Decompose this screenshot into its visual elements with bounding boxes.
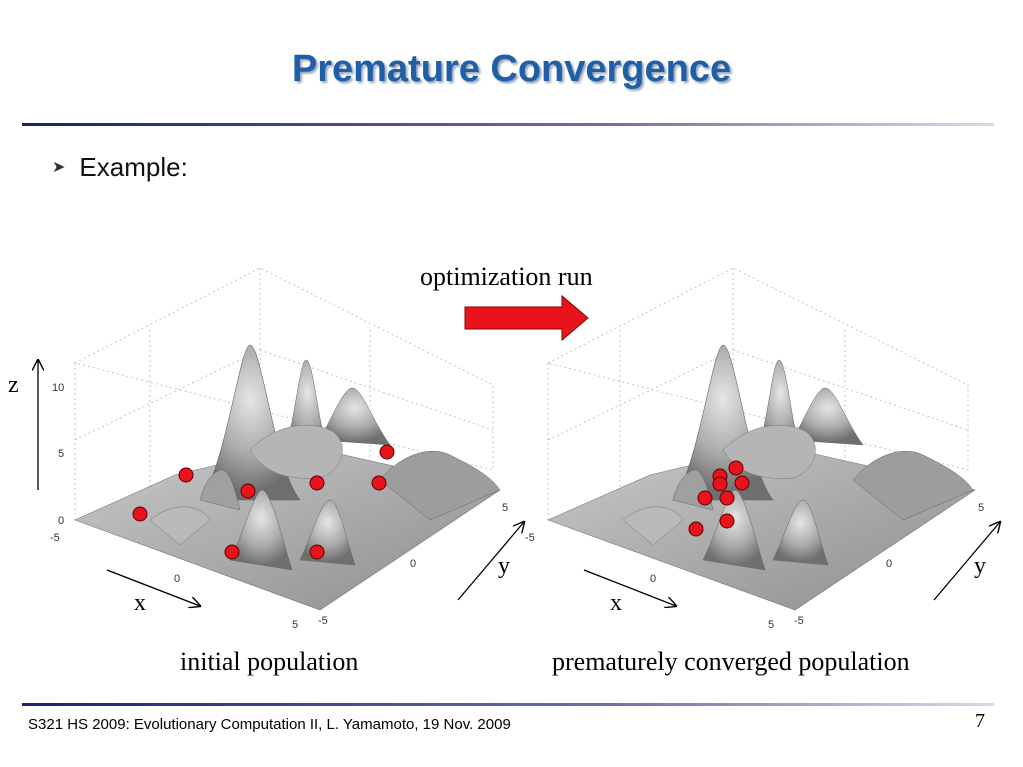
x-tick-label: 5 <box>768 619 774 631</box>
caption-converged-population: prematurely converged population <box>552 647 910 676</box>
bullet-item: ➤ Example: <box>52 152 188 183</box>
x-tick-label: -5 <box>50 532 60 544</box>
population-point <box>240 483 256 499</box>
converged-population-markers <box>688 460 750 537</box>
bullet-arrow-icon: ➤ <box>52 159 66 176</box>
y-tick-label: 5 <box>978 502 984 514</box>
title-divider <box>22 123 994 126</box>
population-point <box>712 476 728 492</box>
initial-population-markers <box>132 444 395 560</box>
caption-initial-population: initial population <box>180 647 359 676</box>
y-axis-arrow-right <box>933 522 1000 601</box>
population-point <box>379 444 395 460</box>
population-point <box>224 544 240 560</box>
surface-plot-left: 10 5 0 -5 0 5 -5 0 5 <box>50 267 508 631</box>
z-axis-label: z <box>8 372 19 398</box>
page-number: 7 <box>975 710 985 732</box>
x-tick-label: 0 <box>174 573 180 585</box>
y-axis-label-right: y <box>974 553 986 579</box>
population-point <box>719 490 735 506</box>
x-tick-label: 0 <box>650 573 656 585</box>
x-axis-label-left: x <box>134 590 146 616</box>
population-point <box>178 467 194 483</box>
arrow-label: optimization run <box>420 262 593 291</box>
surface-plot-right: -5 0 5 -5 0 5 <box>525 267 984 631</box>
z-tick-label: 0 <box>58 515 64 527</box>
z-tick-label: 5 <box>58 448 64 460</box>
x-axis-arrow-left <box>106 569 200 606</box>
population-point <box>371 475 387 491</box>
x-axis-label-right: x <box>610 590 622 616</box>
y-tick-label: 5 <box>502 502 508 514</box>
x-tick-label: 5 <box>292 619 298 631</box>
z-tick-label: 10 <box>52 382 64 394</box>
population-point <box>734 475 750 491</box>
x-axis-arrow-right <box>583 569 676 606</box>
population-point <box>719 513 735 529</box>
population-point <box>132 506 148 522</box>
population-point <box>688 521 704 537</box>
footer-divider <box>22 703 994 706</box>
y-axis-arrow-left <box>457 522 524 601</box>
population-point <box>309 475 325 491</box>
x-tick-label: -5 <box>525 532 535 544</box>
population-point <box>697 490 713 506</box>
optimization-arrow <box>464 294 589 342</box>
y-tick-label: -5 <box>318 615 328 627</box>
population-point <box>309 544 325 560</box>
y-tick-label: 0 <box>410 558 416 570</box>
y-axis-label-left: y <box>498 553 510 579</box>
bullet-text: Example: <box>79 152 188 182</box>
footer-text: S321 HS 2009: Evolutionary Computation I… <box>28 716 511 733</box>
y-tick-label: 0 <box>886 558 892 570</box>
population-point <box>728 460 744 476</box>
y-tick-label: -5 <box>794 615 804 627</box>
slide-title: Premature Convergence <box>291 48 732 90</box>
